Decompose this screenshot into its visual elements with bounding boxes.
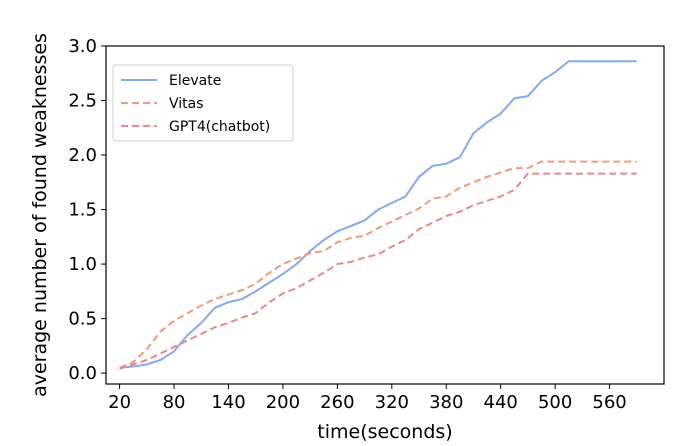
x-tick-label: 560 bbox=[592, 392, 626, 413]
x-tick-label: 260 bbox=[320, 392, 354, 413]
legend-box bbox=[112, 64, 294, 142]
y-tick-label: 0.0 bbox=[68, 363, 97, 384]
x-axis-label: time(seconds) bbox=[317, 421, 452, 443]
y-axis: 0.0 0.5 1.0 1.5 2.0 2.5 3.0 bbox=[68, 36, 106, 384]
legend-label: GPT4(chatbot) bbox=[169, 119, 270, 135]
x-tick-label: 440 bbox=[484, 392, 518, 413]
y-tick-label: 0.5 bbox=[68, 309, 97, 330]
x-tick-label: 320 bbox=[375, 392, 409, 413]
x-tick-label: 140 bbox=[211, 392, 245, 413]
legend: Elevate Vitas GPT4(chatbot) bbox=[112, 64, 294, 142]
legend-label: Elevate bbox=[169, 73, 221, 89]
x-tick-label: 380 bbox=[429, 392, 463, 413]
y-tick-label: 2.5 bbox=[68, 91, 97, 112]
series-line-gpt4-chatbot bbox=[119, 172, 637, 370]
legend-label: Vitas bbox=[169, 96, 204, 112]
series-line-vitas bbox=[119, 160, 637, 369]
y-tick-label: 3.0 bbox=[68, 36, 97, 57]
y-tick-label: 2.0 bbox=[68, 145, 97, 166]
axes-frame bbox=[105, 45, 665, 385]
series-line-elevate bbox=[119, 60, 637, 369]
y-tick-label: 1.5 bbox=[68, 200, 97, 221]
x-axis: 20 80 140 200 260 320 380 440 500 560 bbox=[108, 384, 627, 413]
y-axis-label: average number of found weaknesses bbox=[29, 33, 51, 397]
x-tick-label: 200 bbox=[266, 392, 300, 413]
x-tick-label: 500 bbox=[538, 392, 572, 413]
x-tick-label: 20 bbox=[108, 392, 131, 413]
x-tick-label: 80 bbox=[163, 392, 186, 413]
plot-area bbox=[119, 60, 637, 370]
y-tick-label: 1.0 bbox=[68, 254, 97, 275]
